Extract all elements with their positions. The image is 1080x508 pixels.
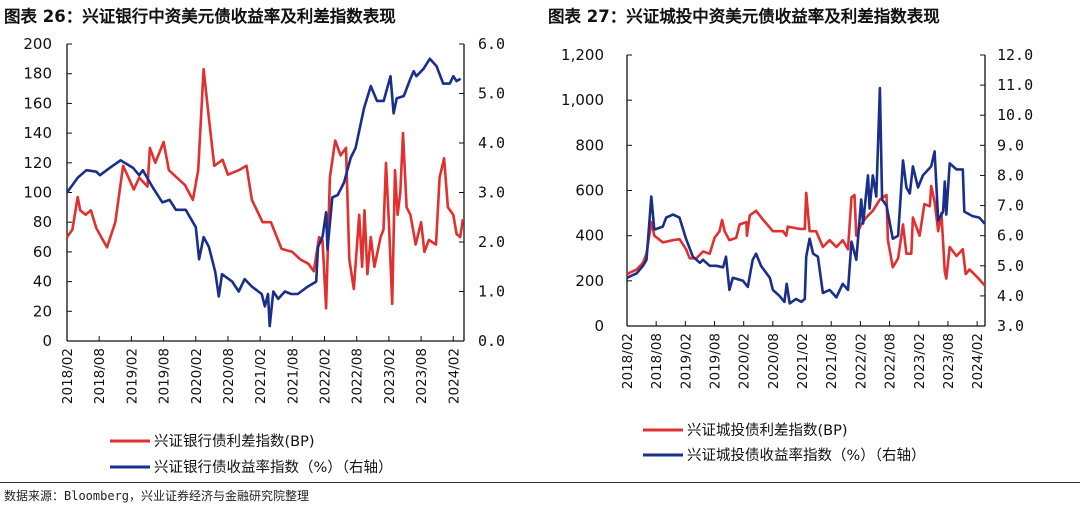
left-tick-label: 60 — [33, 243, 52, 261]
x-tick-label: 2023/02 — [912, 333, 928, 389]
right-tick-label: 6.0 — [997, 227, 1024, 245]
right-tick-label: 3.0 — [478, 184, 505, 202]
legend-label: 兴证城投债收益率指数（%）（右轴） — [687, 447, 926, 464]
left-tick-label: 140 — [23, 124, 52, 142]
x-tick-label: 2019/08 — [157, 348, 173, 404]
chart-title-26: 图表 26：兴证银行中资美元债收益率及利差指数表现 — [4, 7, 396, 26]
right-tick-label: 3.0 — [997, 317, 1024, 335]
left-tick-label: 180 — [23, 65, 52, 83]
x-tick-label: 2020/02 — [189, 348, 205, 404]
x-tick-label: 2022/08 — [350, 348, 366, 404]
x-tick-label: 2019/02 — [678, 333, 694, 389]
left-tick-label: 200 — [575, 272, 604, 290]
x-tick-label: 2021/08 — [285, 348, 301, 404]
right-tick-label: 9.0 — [997, 136, 1024, 154]
right-tick-label: 0.0 — [478, 332, 505, 350]
yield-series-line — [626, 86, 986, 305]
x-tick-label: 2024/02 — [446, 348, 462, 404]
left-tick-label: 120 — [23, 154, 52, 172]
x-tick-label: 2019/08 — [708, 333, 724, 389]
footer-divider — [0, 482, 1080, 483]
chart-title-27: 图表 27：兴证城投中资美元债收益率及利差指数表现 — [548, 7, 940, 26]
x-tick-label: 2021/02 — [253, 348, 269, 404]
right-tick-label: 6.0 — [478, 35, 505, 53]
x-tick-label: 2020/08 — [221, 348, 237, 404]
chart-1: 0 20 40 60 80 100 120 140 160 180 200 0.0 1.0 2.0 3.0 4… — [23, 35, 505, 476]
x-tick-label: 2018/02 — [60, 348, 76, 404]
left-tick-label: 80 — [33, 213, 52, 231]
left-tick-label: 0 — [42, 332, 52, 350]
x-tick-label: 2021/02 — [795, 333, 811, 389]
left-tick-label: 600 — [575, 182, 604, 200]
spread-series-line — [65, 67, 465, 310]
x-tick-label: 2023/08 — [414, 348, 430, 404]
x-tick-label: 2024/02 — [970, 333, 986, 389]
right-tick-label: 7.0 — [997, 197, 1024, 215]
x-tick-label: 2022/02 — [318, 348, 334, 404]
x-tick-label: 2020/02 — [737, 333, 753, 389]
legend-label: 兴证银行债利差指数(BP) — [154, 433, 315, 450]
left-tick-label: 40 — [33, 273, 52, 291]
right-tick-label: 8.0 — [997, 166, 1024, 184]
legend-label: 兴证城投债利差指数(BP) — [687, 422, 848, 439]
right-tick-label: 5.0 — [997, 257, 1024, 275]
x-tick-label: 2018/08 — [649, 333, 665, 389]
source-note: 数据来源：Bloomberg，兴业证券经济与金融研究院整理 — [4, 489, 310, 503]
right-tick-label: 10.0 — [997, 106, 1033, 124]
left-tick-label: 200 — [23, 35, 52, 53]
right-tick-label: 12.0 — [997, 46, 1033, 64]
x-tick-label: 2022/02 — [853, 333, 869, 389]
left-tick-label: 20 — [33, 302, 52, 320]
x-tick-label: 2018/08 — [92, 348, 108, 404]
right-tick-label: 4.0 — [997, 287, 1024, 305]
x-tick-label: 2023/02 — [382, 348, 398, 404]
left-tick-label: 800 — [575, 136, 604, 154]
chart-2: 0 200 400 600 800 1,000 1,200 3.0 4.0 5.0 6.0 7.0 8.… — [561, 46, 1033, 464]
yield-series-line — [65, 57, 462, 328]
left-tick-label: 1,200 — [561, 46, 604, 64]
left-tick-label: 100 — [23, 184, 52, 202]
x-tick-label: 2019/02 — [124, 348, 140, 404]
x-tick-label: 2021/08 — [824, 333, 840, 389]
x-tick-label: 2020/08 — [766, 333, 782, 389]
left-tick-label: 1,000 — [561, 91, 604, 109]
right-tick-label: 11.0 — [997, 76, 1033, 94]
x-tick-label: 2023/08 — [941, 333, 957, 389]
right-tick-label: 5.0 — [478, 85, 505, 103]
legend-label: 兴证银行债收益率指数（%）（右轴） — [154, 459, 393, 476]
x-tick-label: 2022/08 — [883, 333, 899, 389]
x-tick-label: 2018/02 — [620, 333, 636, 389]
spread-series-line — [626, 184, 986, 287]
right-tick-label: 2.0 — [478, 233, 505, 251]
left-tick-label: 400 — [575, 227, 604, 245]
right-tick-label: 4.0 — [478, 134, 505, 152]
left-tick-label: 160 — [23, 94, 52, 112]
right-tick-label: 1.0 — [478, 283, 505, 301]
left-tick-label: 0 — [594, 317, 604, 335]
